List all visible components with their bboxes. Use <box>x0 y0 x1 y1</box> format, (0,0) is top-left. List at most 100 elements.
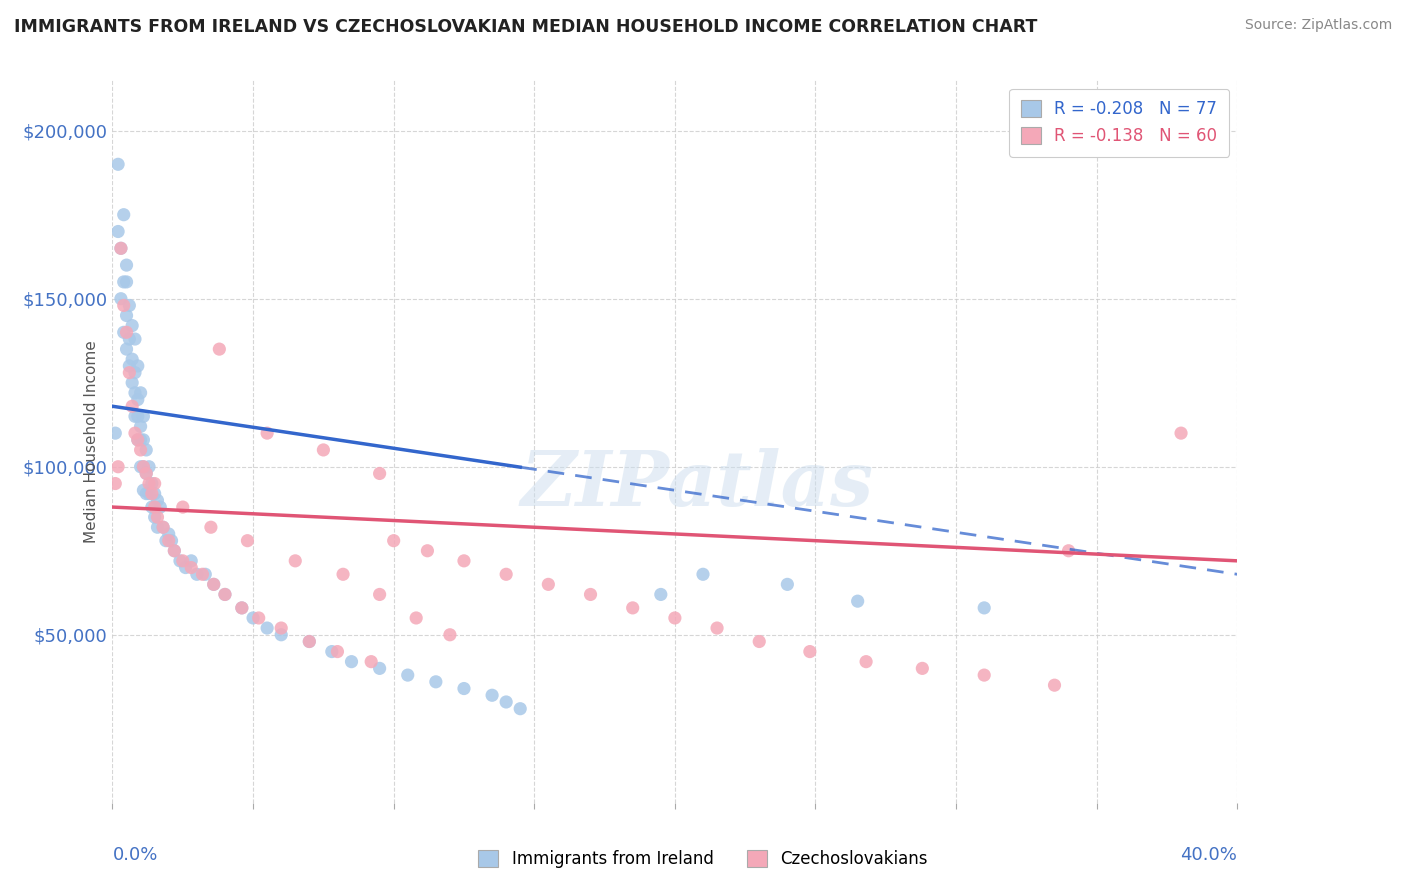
Point <box>495 695 517 709</box>
Point <box>157 527 180 541</box>
Point <box>1057 543 1080 558</box>
Point <box>748 634 770 648</box>
Point <box>846 594 869 608</box>
Point <box>247 611 270 625</box>
Point <box>579 587 602 601</box>
Point <box>121 352 143 367</box>
Point <box>135 486 157 500</box>
Point <box>231 600 253 615</box>
Point <box>973 600 995 615</box>
Point <box>194 567 217 582</box>
Point <box>200 520 222 534</box>
Point <box>180 554 202 568</box>
Point <box>360 655 382 669</box>
Point <box>127 433 149 447</box>
Point <box>312 442 335 457</box>
Point <box>231 600 253 615</box>
Point <box>172 554 194 568</box>
Point <box>202 577 225 591</box>
Point <box>112 208 135 222</box>
Point <box>132 433 155 447</box>
Point <box>132 409 155 424</box>
Point <box>124 385 146 400</box>
Point <box>127 409 149 424</box>
Point <box>118 298 141 312</box>
Point <box>180 560 202 574</box>
Text: Source: ZipAtlas.com: Source: ZipAtlas.com <box>1244 18 1392 32</box>
Point <box>143 476 166 491</box>
Point <box>107 157 129 171</box>
Point <box>425 674 447 689</box>
Point <box>107 459 129 474</box>
Text: 0.0%: 0.0% <box>112 847 157 864</box>
Point <box>174 560 197 574</box>
Point <box>146 520 169 534</box>
Point <box>186 567 208 582</box>
Point <box>1043 678 1066 692</box>
Point <box>382 533 405 548</box>
Point <box>169 554 191 568</box>
Point <box>692 567 714 582</box>
Point <box>118 332 141 346</box>
Point <box>163 543 186 558</box>
Point <box>138 476 160 491</box>
Point <box>115 258 138 272</box>
Point <box>135 467 157 481</box>
Point <box>149 500 172 514</box>
Point <box>129 419 152 434</box>
Point <box>138 459 160 474</box>
Point <box>110 241 132 255</box>
Point <box>115 342 138 356</box>
Point <box>129 442 152 457</box>
Text: IMMIGRANTS FROM IRELAND VS CZECHOSLOVAKIAN MEDIAN HOUSEHOLD INCOME CORRELATION C: IMMIGRANTS FROM IRELAND VS CZECHOSLOVAKI… <box>14 18 1038 36</box>
Point <box>650 587 672 601</box>
Point <box>152 520 174 534</box>
Point <box>326 644 349 658</box>
Point <box>110 292 132 306</box>
Point <box>621 600 644 615</box>
Point <box>256 426 278 441</box>
Point <box>118 366 141 380</box>
Point <box>110 241 132 255</box>
Point <box>135 442 157 457</box>
Point <box>135 467 157 481</box>
Legend: Immigrants from Ireland, Czechoslovakians: Immigrants from Ireland, Czechoslovakian… <box>471 843 935 875</box>
Point <box>143 500 166 514</box>
Point <box>495 567 517 582</box>
Point <box>396 668 419 682</box>
Point <box>141 500 163 514</box>
Point <box>509 702 531 716</box>
Point <box>202 577 225 591</box>
Point <box>115 326 138 340</box>
Point <box>104 426 127 441</box>
Point <box>664 611 686 625</box>
Point <box>1170 426 1192 441</box>
Point <box>368 467 391 481</box>
Point <box>132 483 155 498</box>
Point <box>121 399 143 413</box>
Point <box>115 275 138 289</box>
Point <box>121 376 143 390</box>
Point <box>270 621 292 635</box>
Point <box>132 459 155 474</box>
Point <box>104 476 127 491</box>
Point <box>160 533 183 548</box>
Point <box>537 577 560 591</box>
Point <box>236 533 259 548</box>
Point <box>124 332 146 346</box>
Point <box>138 486 160 500</box>
Point <box>157 533 180 548</box>
Point <box>439 628 461 642</box>
Point <box>340 655 363 669</box>
Point <box>121 318 143 333</box>
Point <box>405 611 427 625</box>
Point <box>453 554 475 568</box>
Point <box>214 587 236 601</box>
Point <box>127 392 149 407</box>
Point <box>127 359 149 373</box>
Point <box>132 459 155 474</box>
Point <box>143 486 166 500</box>
Point <box>129 385 152 400</box>
Point <box>124 409 146 424</box>
Point <box>155 533 177 548</box>
